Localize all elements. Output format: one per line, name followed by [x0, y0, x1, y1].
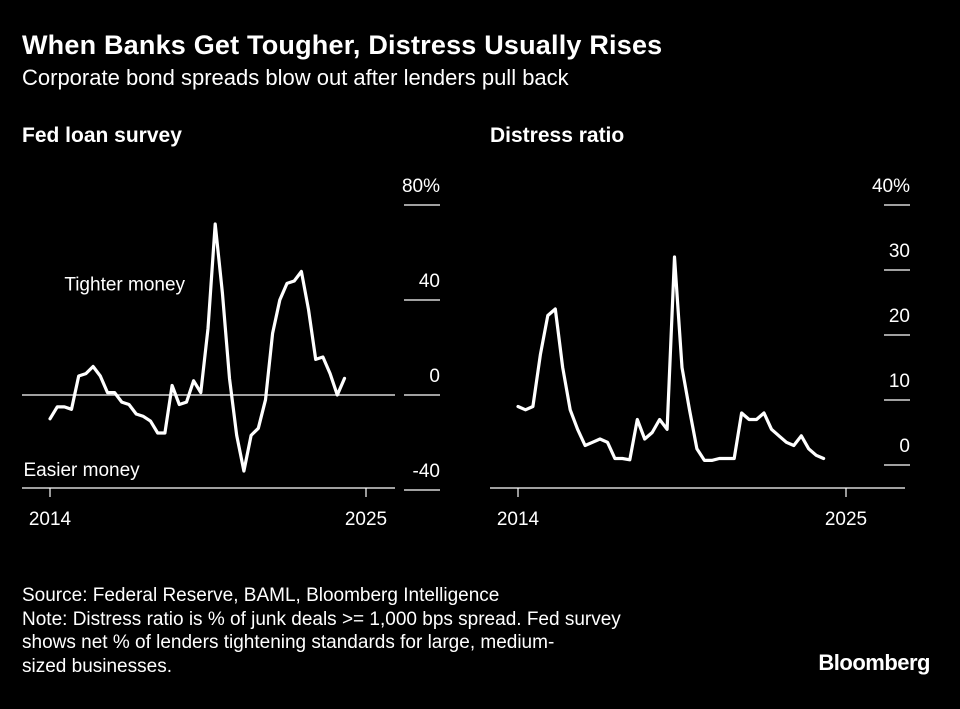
annotation-easier-money: Easier money — [24, 460, 141, 481]
distress-ytick-label: 10 — [889, 371, 910, 392]
distress-series-line — [516, 255, 826, 462]
note-line-1: Note: Distress ratio is % of junk deals … — [22, 608, 621, 630]
distress-ytick-label: 0 — [899, 436, 910, 457]
note-line-2: shows net % of lenders tightening standa… — [22, 632, 555, 653]
distress-ytick-label: 40% — [872, 176, 910, 197]
fed-ytick-label: -40 — [413, 461, 440, 482]
chart-subtitle: Corporate bond spreads blow out after le… — [22, 65, 569, 90]
distress-ytick-label: 30 — [889, 241, 910, 262]
distress-ytick-label: 20 — [889, 306, 910, 327]
fed-xtick-label: 2014 — [29, 509, 72, 530]
distress-xtick-label: 2025 — [825, 509, 867, 530]
fed-xtick-label: 2025 — [345, 509, 387, 530]
bloomberg-logo: Bloomberg — [818, 650, 930, 675]
panel-title-distress-ratio: Distress ratio — [490, 124, 625, 147]
chart-title: When Banks Get Tougher, Distress Usually… — [22, 30, 663, 60]
fed-ytick-label: 0 — [429, 366, 440, 387]
fed-ytick-label: 40 — [419, 271, 440, 292]
panel-title-fed-loan-survey: Fed loan survey — [22, 124, 182, 147]
source-note: Source: Federal Reserve, BAML, Bloomberg… — [22, 585, 500, 606]
annotation-tighter-money: Tighter money — [64, 275, 185, 296]
distress-xtick-label: 2014 — [497, 509, 540, 530]
note-line-3: sized businesses. — [22, 655, 172, 677]
fed-series-line — [48, 222, 347, 473]
footer-notes: Source: Federal Reserve, BAML, Bloomberg… — [22, 584, 722, 678]
fed-ytick-label: 80% — [402, 176, 440, 197]
